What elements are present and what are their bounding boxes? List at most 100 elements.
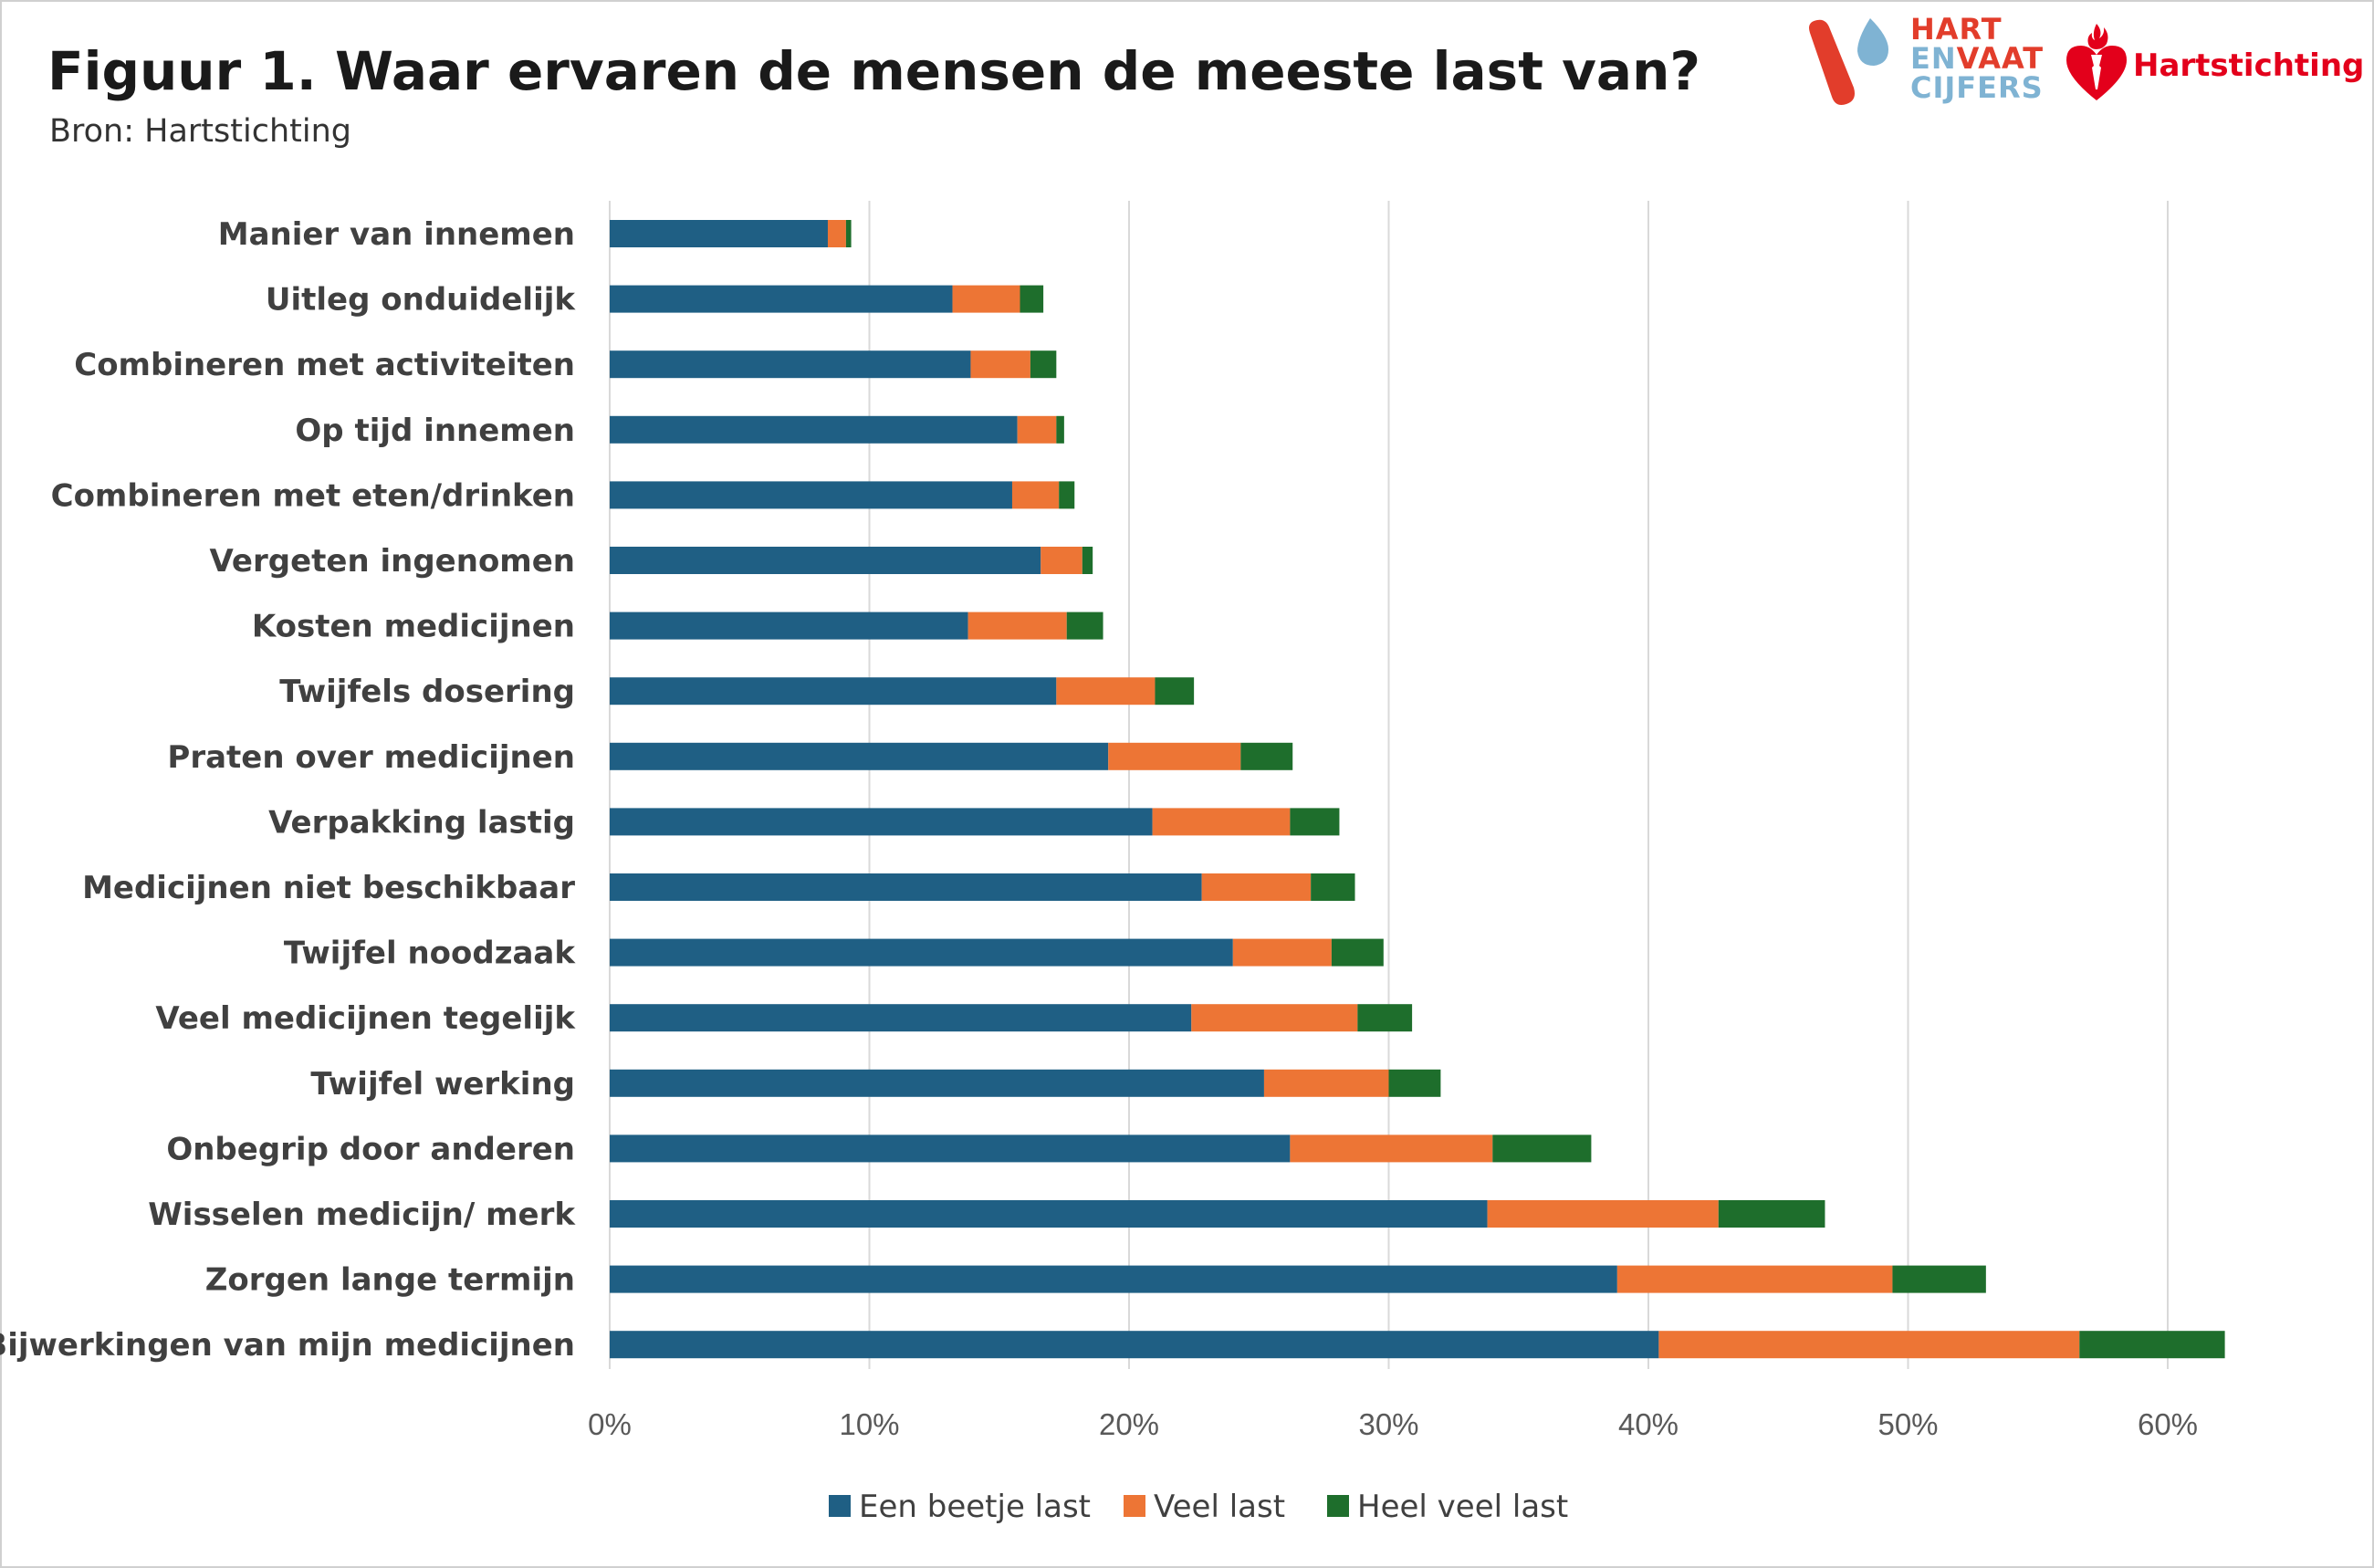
legend-label: Heel veel last [1357, 1489, 1568, 1525]
x-tick-label: 60% [2138, 1407, 2198, 1441]
category-label: Wisselen medicijn/ merk [148, 1197, 576, 1233]
bar-segment-een-beetje-last [610, 808, 1153, 836]
bar-segment-heel-veel-last [1311, 873, 1355, 901]
category-label: Combineren met activiteiten [74, 347, 575, 383]
bar-segment-een-beetje-last [610, 1200, 1488, 1228]
bar-segment-heel-veel-last [1357, 1004, 1413, 1032]
category-label: Vergeten ingenomen [209, 543, 575, 580]
bar-segment-een-beetje-last [610, 873, 1202, 901]
bar-segment-heel-veel-last [1020, 285, 1044, 313]
hartenvaat-logo-line3: CIJFERS [1910, 70, 2044, 105]
bar-segment-heel-veel-last [1155, 677, 1195, 706]
bar-segment-veel-last [1487, 1200, 1719, 1228]
bar-segment-veel-last [1011, 481, 1060, 509]
bar-segment-een-beetje-last [610, 415, 1018, 444]
bar-segment-veel-last [970, 350, 1030, 379]
bar-segment-heel-veel-last [1290, 808, 1340, 836]
bar-segment-veel-last [827, 220, 846, 247]
bar-segment-een-beetje-last [610, 612, 968, 640]
bar-segment-veel-last [1041, 547, 1082, 574]
chart-title: Figuur 1. Waar ervaren de mensen de mees… [47, 40, 1700, 102]
bar-segment-een-beetje-last [610, 1134, 1291, 1163]
bar-segment-veel-last [1017, 415, 1057, 444]
bar-segment-veel-last [1056, 677, 1156, 706]
bar-segment-veel-last [1616, 1265, 1893, 1293]
category-label: Op tijd innemen [295, 413, 575, 449]
hartenvaat-logo-line2: ENVAAT [1910, 44, 2044, 73]
category-labels: Manier van innemen Uitleg onduidelijk Comb… [0, 216, 576, 1364]
category-label: Twijfel noodzaak [284, 936, 576, 972]
bar-segment-veel-last [1191, 1004, 1358, 1032]
bar-segment-heel-veel-last [1240, 742, 1293, 770]
x-tick-label: 10% [839, 1407, 899, 1441]
bar-segment-heel-veel-last [1082, 547, 1093, 574]
legend: Een beetje last Veel last Heel veel last [829, 1489, 1568, 1525]
bar-layer [610, 220, 2225, 1359]
bar-segment-veel-last [1263, 1069, 1389, 1097]
bar-segment-een-beetje-last [610, 481, 1012, 509]
bar-segment-een-beetje-last [610, 677, 1057, 706]
bar-segment-een-beetje-last [610, 1331, 1659, 1359]
legend-swatch [829, 1495, 851, 1517]
bar-segment-heel-veel-last [845, 220, 852, 247]
category-label: Manier van innemen [218, 216, 575, 253]
bar-segment-heel-veel-last [1718, 1200, 1825, 1228]
category-label: Praten over medicijnen [167, 739, 575, 776]
bar-segment-veel-last [1201, 873, 1312, 901]
bar-segment-heel-veel-last [1892, 1265, 1986, 1293]
category-label: Combineren met eten/drinken [51, 477, 575, 514]
x-tick-label: 50% [1877, 1407, 1938, 1441]
bar-segment-heel-veel-last [1492, 1134, 1592, 1163]
legend-swatch [1124, 1495, 1145, 1517]
bar-segment-veel-last [967, 612, 1067, 640]
category-label: Bijwerkingen van mijn medicijnen [0, 1327, 575, 1364]
bar-segment-veel-last [1232, 938, 1332, 967]
bar-segment-een-beetje-last [610, 742, 1109, 770]
bar-segment-heel-veel-last [2079, 1331, 2225, 1359]
bar-segment-een-beetje-last [610, 1265, 1617, 1293]
hartenvaat-logo-vaat: VAAT [1956, 41, 2045, 76]
x-axis-ticks: 0% 10% 20% 30% 40% 50% 60% [588, 1407, 2198, 1441]
grid-layer [609, 201, 2169, 1369]
chart-source: Bron: Hartstichting [49, 113, 351, 150]
bar-segment-een-beetje-last [610, 285, 953, 313]
heart-torch-icon [2066, 24, 2127, 100]
bar-segment-een-beetje-last [610, 1004, 1192, 1032]
bar-segment-een-beetje-last [610, 938, 1233, 967]
bar-segment-veel-last [952, 285, 1020, 313]
category-label: Onbegrip door anderen [166, 1131, 575, 1167]
category-label: Twijfels dosering [279, 674, 575, 710]
bar-segment-heel-veel-last [1056, 415, 1064, 444]
bar-segment-een-beetje-last [610, 547, 1041, 574]
bar-segment-een-beetje-last [610, 350, 971, 379]
x-tick-label: 20% [1099, 1407, 1159, 1441]
bar-segment-heel-veel-last [1066, 612, 1103, 640]
legend-label: Veel last [1154, 1489, 1285, 1525]
category-label: Verpakking lastig [268, 804, 575, 841]
bar-segment-heel-veel-last [1331, 938, 1384, 967]
bar-segment-een-beetje-last [610, 1069, 1264, 1097]
hartenvaat-logo-icon [1809, 18, 1888, 105]
bar-segment-een-beetje-last [610, 220, 828, 247]
x-tick-label: 40% [1618, 1407, 1679, 1441]
legend-label: Een beetje last [859, 1489, 1091, 1525]
bar-segment-heel-veel-last [1030, 350, 1057, 379]
bar-segment-veel-last [1108, 742, 1241, 770]
x-tick-label: 30% [1358, 1407, 1418, 1441]
category-label: Medicijnen niet beschikbaar [82, 870, 575, 906]
category-label: Zorgen lange termijn [205, 1262, 575, 1299]
hartstichting-logo-text: Hartstichting [2133, 47, 2365, 84]
bar-segment-heel-veel-last [1388, 1069, 1441, 1097]
category-label: Twijfel werking [310, 1066, 575, 1103]
bar-segment-veel-last [1658, 1331, 2080, 1359]
category-label: Veel medicijnen tegelijk [155, 1000, 576, 1037]
category-label: Uitleg onduidelijk [266, 282, 577, 319]
hartenvaat-logo-line1: HART [1910, 12, 2003, 47]
hartenvaat-logo-en: EN [1910, 41, 1957, 76]
category-label: Kosten medicijnen [252, 609, 575, 645]
legend-swatch [1327, 1495, 1349, 1517]
x-tick-label: 0% [588, 1407, 632, 1441]
hartenvaat-logo-text: HART ENVAAT CIJFERS [1910, 15, 2044, 102]
